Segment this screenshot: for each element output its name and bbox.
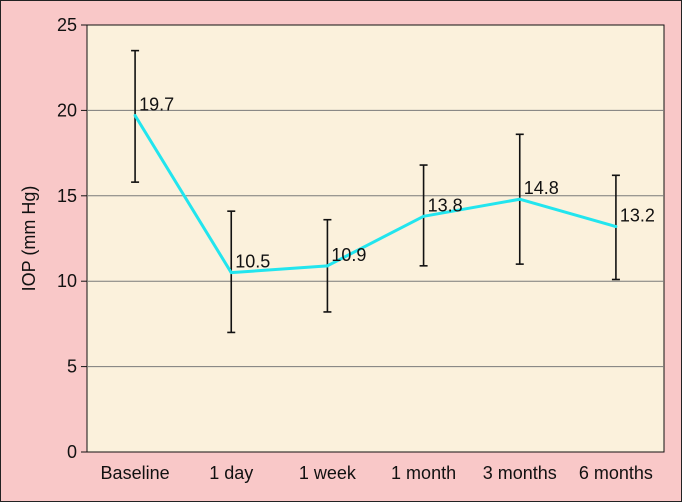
x-tick-label: 1 week	[299, 463, 357, 483]
gridlines	[81, 24, 664, 453]
data-label: 13.2	[620, 206, 655, 226]
y-tick-label: 0	[67, 442, 77, 462]
data-label: 19.7	[139, 95, 174, 115]
y-tick-label: 5	[67, 357, 77, 377]
y-axis-title: IOP (mm Hg)	[19, 186, 39, 292]
y-tick-label: 10	[57, 271, 77, 291]
x-tick-label: 1 day	[209, 463, 253, 483]
y-tick-labels: 0 5 10 15 20 25	[57, 15, 77, 462]
series-line	[133, 114, 617, 275]
data-point	[422, 214, 426, 218]
x-tick-label: 1 month	[391, 463, 456, 483]
data-point	[229, 271, 233, 275]
y-tick-label: 25	[57, 15, 77, 35]
data-label: 14.8	[524, 178, 559, 198]
series-lines	[133, 114, 618, 275]
x-tick-label: 6 months	[579, 463, 653, 483]
data-label: 10.9	[331, 245, 366, 265]
data-label: 10.5	[235, 252, 270, 272]
data-point	[325, 264, 329, 268]
data-point	[518, 197, 522, 201]
data-label: 13.8	[428, 195, 463, 215]
data-point	[614, 225, 618, 229]
y-tick-label: 15	[57, 186, 77, 206]
y-tick-label: 20	[57, 100, 77, 120]
data-point	[133, 114, 137, 118]
data-labels: 19.7 10.5 10.9 13.8 14.8 13.2	[139, 95, 655, 272]
x-tick-label: 3 months	[483, 463, 557, 483]
x-tick-label: Baseline	[101, 463, 170, 483]
x-tick-labels: Baseline 1 day 1 week 1 month 3 months 6 mont…	[101, 463, 653, 483]
plot-area	[86, 24, 665, 453]
